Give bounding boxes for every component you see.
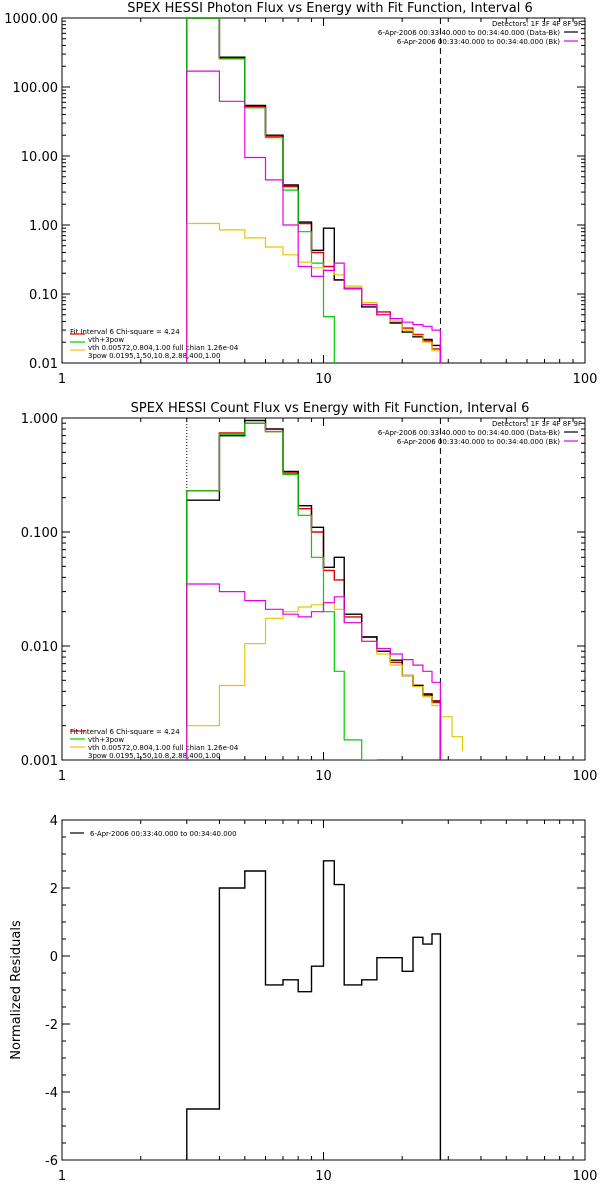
photon-y-tick-label: 1000.00 xyxy=(4,12,58,27)
residuals-legend-label: 6-Apr-2006 00:33:40.000 to 00:34:40.000 xyxy=(90,830,237,838)
photon-series-total xyxy=(186,18,442,363)
photon-series-power xyxy=(186,222,441,363)
count-chart: 1 10 100 0.001 0.010 0.100 1.000 xyxy=(21,412,598,784)
photon-series-background xyxy=(186,70,441,363)
photon-y-tick-label: 100.00 xyxy=(13,81,59,96)
photon-fit-line-3: vth 0.00572,0.804,1.00 full chian 1.26e-… xyxy=(88,344,239,352)
count-header-detectors: Detectors: 1F 3F 4F 8F 9F xyxy=(492,420,582,428)
resid-series-data xyxy=(186,860,442,1160)
photon-series-data xyxy=(186,18,442,363)
count-header-bk: 6-Apr-2006 00:33:40.000 to 00:34:40.000 … xyxy=(397,438,560,446)
photon-fit-line-4: 3pow 0.0195,1.50,10.8,2.88,400,1.00 xyxy=(88,352,220,360)
resid-y-tick-label: -2 xyxy=(45,1018,58,1033)
count-x-tick-label: 1 xyxy=(58,769,66,784)
resid-y-tick-label: 2 xyxy=(50,882,58,897)
photon-y-tick-label: 10.00 xyxy=(21,150,58,165)
count-chart-header: Detectors: 1F 3F 4F 8F 9F 6-Apr-2006 00:… xyxy=(378,420,582,446)
count-fit-line-1: Fit Interval 6 Chi-square = 4.24 xyxy=(70,728,180,736)
count-series-thermal xyxy=(186,422,377,760)
resid-x-tick-label: 100 xyxy=(573,1169,598,1184)
photon-fit-line-1: Fit Interval 6 Chi-square = 4.24 xyxy=(70,328,180,336)
count-y-tick-label: 0.010 xyxy=(21,640,58,655)
count-fit-line-2: vth+3pow xyxy=(88,736,124,744)
resid-y-tick-label: 0 xyxy=(50,950,58,965)
count-series-power xyxy=(186,602,464,760)
photon-header-detectors: Detectors: 1F 3F 4F 8F 9F xyxy=(492,20,582,28)
count-series-background xyxy=(186,583,441,760)
residuals-y-axis-label: Normalized Residuals xyxy=(9,920,24,1060)
resid-y-tick-label: 4 xyxy=(50,814,58,829)
resid-x-tick-label: 1 xyxy=(58,1169,66,1184)
count-x-tick-label: 10 xyxy=(315,769,332,784)
resid-x-tick-label: 10 xyxy=(315,1169,332,1184)
count-y-tick-label: 1.000 xyxy=(21,412,58,427)
count-fit-text: Fit Interval 6 Chi-square = 4.24 vth+3po… xyxy=(70,728,239,760)
photon-x-tick-label: 100 xyxy=(573,372,598,387)
photon-series-thermal xyxy=(186,18,335,363)
count-y-tick-label: 0.100 xyxy=(21,526,58,541)
photon-chart-header: Detectors: 1F 3F 4F 8F 9F 6-Apr-2006 00:… xyxy=(378,20,582,46)
count-fit-line-4: 3pow 0.0195,1.50,10.8,2.88,400,1.00 xyxy=(88,752,220,760)
photon-fit-text: Fit Interval 6 Chi-square = 4.24 vth+3po… xyxy=(70,328,239,360)
photon-header-databk: 6-Apr-2006 00:33:40.000 to 00:34:40.000 … xyxy=(378,29,560,37)
resid-y-tick-label: -4 xyxy=(45,1086,58,1101)
photon-x-tick-label: 1 xyxy=(58,372,66,387)
count-header-databk: 6-Apr-2006 00:33:40.000 to 00:34:40.000 … xyxy=(378,429,560,437)
count-fit-line-3: vth 0.00572,0.804,1.00 full chian 1.26e-… xyxy=(88,744,239,752)
photon-chart: 1 10 100 0.01 0.10 1.00 10.00 100.00 1000.00 xyxy=(4,12,597,387)
photon-header-bk: 6-Apr-2006 00:33:40.000 to 00:34:40.000 … xyxy=(397,38,560,46)
photon-y-tick-label: 1.00 xyxy=(29,219,58,234)
photon-y-tick-label: 0.01 xyxy=(29,357,58,372)
count-chart-title: SPEX HESSI Count Flux vs Energy with Fit… xyxy=(131,401,530,416)
photon-fit-line-2: vth+3pow xyxy=(88,336,124,344)
count-y-tick-label: 0.001 xyxy=(21,754,58,769)
count-series-data xyxy=(186,419,442,760)
resid-chart: 1 10 100 -6 -4 -2 0 2 4 xyxy=(45,814,597,1184)
resid-y-tick-label: -6 xyxy=(45,1154,58,1169)
photon-x-tick-label: 10 xyxy=(315,372,332,387)
photon-chart-title: SPEX HESSI Photon Flux vs Energy with Fi… xyxy=(127,1,533,16)
count-x-tick-label: 100 xyxy=(573,769,598,784)
photon-y-tick-label: 0.10 xyxy=(29,288,58,303)
